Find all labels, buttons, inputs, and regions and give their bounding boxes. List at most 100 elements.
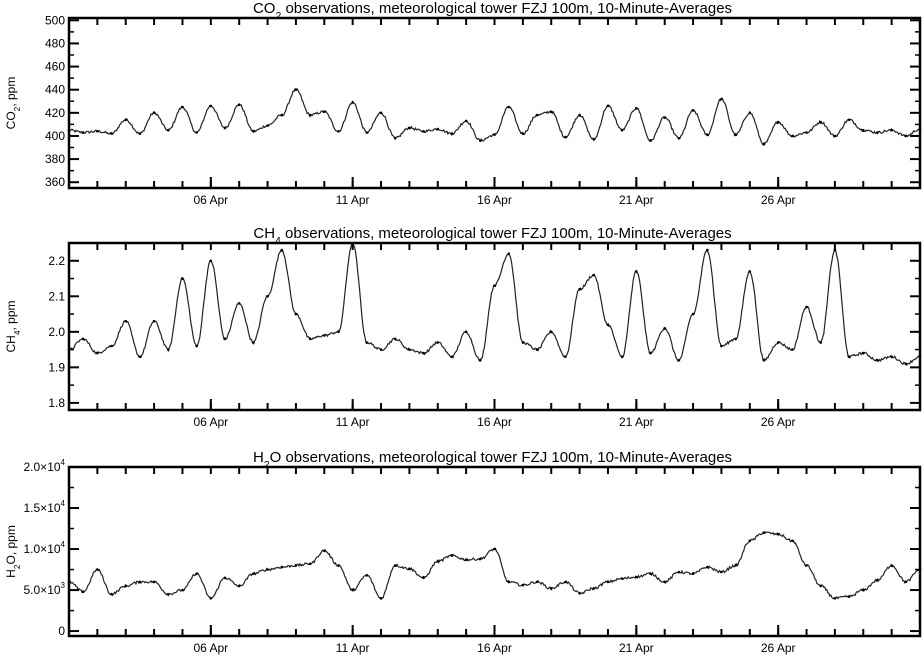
panel-3-data-point [876, 578, 879, 582]
panel-3-y-tick-label: 1.0×104 [24, 540, 66, 556]
panel-2-data-point [323, 334, 326, 337]
panel-3-data-point [578, 592, 581, 595]
panel-2-y-tick-label-text: 1.9 [48, 360, 65, 374]
panel-3-data-point [195, 572, 198, 575]
panel-2-data-point [237, 302, 241, 305]
panel-2-data-point [209, 259, 213, 263]
panel-1-y-tick-label-text: 500 [45, 13, 65, 27]
panel-3-y-tick-label-text: 2.0×10 [24, 460, 61, 474]
panel-1-y-tick-label-text: 460 [45, 60, 65, 74]
panel-2-data-point [493, 284, 496, 287]
panel-2-data-point [677, 359, 681, 362]
panel-2-y-axis-label-text: CH [4, 335, 18, 352]
panel-2-data-point [138, 355, 142, 359]
panel-2-y-tick-label: 2.1 [48, 289, 65, 303]
panel-3-data-point [436, 560, 440, 563]
panel-2-data-point [819, 341, 822, 344]
panel-2-title-text-rest: observations, meteorological tower FZJ 1… [281, 225, 732, 242]
panel-1-data-point [323, 110, 326, 113]
panel-1-data-point [252, 130, 255, 133]
panel-1-data-point [535, 113, 539, 117]
panel-3-data-point [280, 565, 284, 569]
panel-3-data-point [890, 564, 893, 567]
panel-3-data-point [748, 539, 752, 543]
panel-3-data-point [862, 588, 865, 592]
panel-3-data-point [776, 533, 780, 536]
panel-2-data-point [308, 337, 312, 341]
panel-1-data-point [124, 118, 127, 122]
panel-3-data-point [592, 587, 596, 590]
panel-3-title: H2O observations, meteorological tower F… [253, 449, 732, 471]
panel-2-data-point [549, 330, 553, 334]
panel-3-data-point [294, 564, 298, 567]
panel-2-data-point [422, 351, 425, 355]
panel-1-data-point [833, 134, 837, 138]
panel-2-data-point [195, 344, 198, 348]
panel-1-data-point [379, 111, 383, 115]
panel-3-data-point [138, 580, 142, 584]
panel-1-x-tick-label: 11 Apr [336, 193, 370, 207]
panel-3-data-point [720, 570, 723, 574]
panel-1-y-tick-label-text: 380 [45, 152, 65, 166]
panel-1-data-point [436, 127, 440, 131]
panel-2-data-point [606, 323, 610, 327]
panel-3-data-point [734, 564, 737, 567]
panel-2-data-point [110, 344, 113, 348]
panel-2-x-tick-label: 26 Apr [761, 415, 796, 429]
panel-1-data-point [876, 131, 879, 134]
panel-1-data-point [606, 104, 610, 108]
panel-1-plot-frame [67, 16, 922, 190]
panel-3-y-tick-label: 0 [58, 624, 65, 638]
panel-3-y-tick-label: 2.0×104 [24, 458, 66, 474]
panel-3-data-point [479, 557, 482, 561]
panel-2-data-point [904, 362, 908, 366]
panel-1-data-point [791, 134, 794, 138]
panel-2-x-tick-label: 21 Apr [619, 415, 654, 429]
panel-3-data-point [663, 580, 666, 584]
panel-3-data-point [493, 547, 496, 551]
panel-2-data-point [890, 355, 893, 359]
panel-2-data-point [81, 337, 85, 341]
panel-2-data-point [167, 348, 170, 351]
panel-3-title-text: H [253, 449, 264, 466]
panel-3-y-tick-label-text: 5.0×10 [24, 583, 61, 597]
panel-2-y-tick-label: 2.0 [48, 325, 65, 339]
panel-2-data-point [635, 270, 638, 273]
panel-1-data-point [138, 132, 142, 135]
panel-2-data-point [762, 359, 766, 362]
panel-1-data-point [81, 131, 85, 134]
panel-3-data-point [422, 576, 425, 580]
panel-3-data-point [393, 564, 397, 567]
panel-1-y-axis-label: CO2, ppm [4, 77, 22, 130]
panel-1-data-point [237, 103, 241, 106]
panel-3-data-point [223, 576, 227, 580]
panel-2-data-point [862, 351, 865, 355]
panel-1-data-point [110, 132, 113, 135]
panel-1-data-point [776, 120, 780, 124]
panel-2-data-point [393, 337, 397, 341]
panel-1-data-point [408, 126, 411, 130]
panel-2-y-tick-label-text: 1.8 [48, 396, 65, 410]
panel-3-data-point [337, 564, 340, 567]
panel-1-data-point [663, 116, 666, 119]
panel-1-data-point [393, 137, 397, 140]
panel-2-y-tick-label-text: 2.1 [48, 289, 65, 303]
panel-3-y-tick-label-text: 1.0×10 [24, 542, 61, 556]
panel-3-y-axis-label-text: H [4, 569, 18, 578]
panel-2-data-point [521, 341, 525, 344]
panel-2-data-point [876, 359, 879, 362]
panel-3-data-point [620, 577, 624, 580]
panel-2-x-tick-label: 16 Apr [477, 415, 512, 429]
panel-2-data-point [450, 355, 454, 359]
panel-3-data-point [351, 588, 355, 592]
panel-3-y-axis-label: H2O, ppm [4, 525, 22, 578]
panel-2-data-point [507, 252, 511, 255]
panel-1-data-point [748, 111, 752, 115]
panel-1-x-tick-label: 21 Apr [619, 193, 654, 207]
panel-3-data-point [167, 592, 170, 596]
panel-2-x-tick-label: 06 Apr [193, 415, 228, 429]
panel-2-y-axis-label: CH4, ppm [4, 300, 22, 352]
panel-1-data-point [152, 111, 156, 115]
panel-3-data-point [408, 567, 411, 570]
